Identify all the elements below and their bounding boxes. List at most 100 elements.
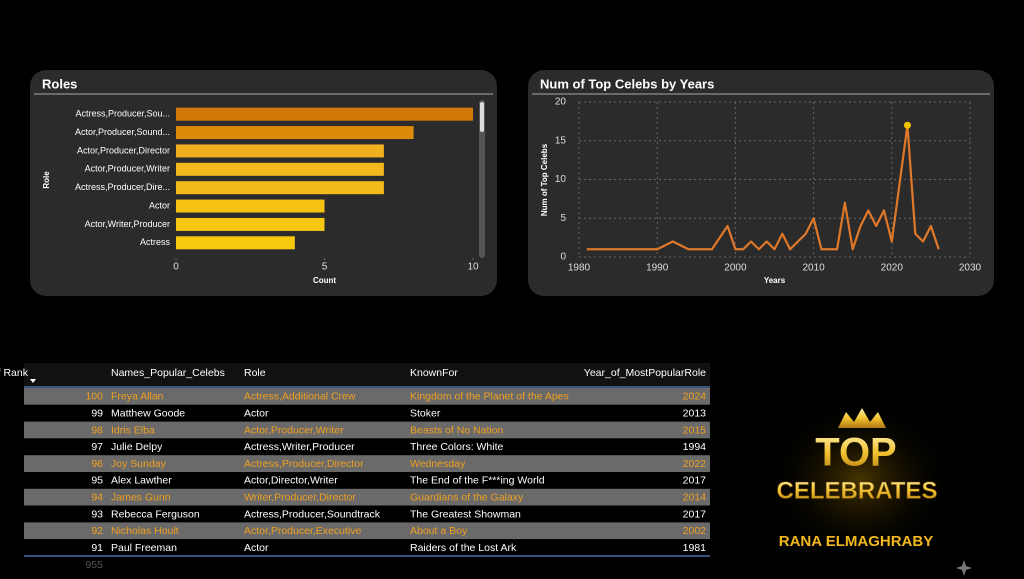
y-axis-title: Num of Top Celebs bbox=[540, 143, 549, 216]
y-tick-label: 20 bbox=[555, 97, 567, 108]
logo-author: RANA ELMAGHRABY bbox=[779, 533, 933, 550]
table-cell: 2017 bbox=[683, 508, 707, 520]
x-tick-label: 1990 bbox=[646, 263, 669, 274]
bar bbox=[176, 144, 384, 158]
y-tick-label: Actor,Producer,Writer bbox=[85, 164, 170, 174]
table-row bbox=[24, 455, 710, 472]
table-cell: 100 bbox=[85, 391, 103, 403]
table-cell: 93 bbox=[91, 508, 103, 520]
table-cell: 94 bbox=[91, 491, 103, 503]
x-axis-title: Years bbox=[764, 276, 786, 285]
table-cell: Beasts of No Nation bbox=[410, 424, 504, 436]
table-cell: Paul Freeman bbox=[111, 542, 177, 554]
table-cell: Actor,Producer,Writer bbox=[244, 424, 344, 436]
table-cell: Julie Delpy bbox=[111, 441, 163, 453]
bar bbox=[176, 181, 384, 195]
table-cell: Joy Sunday bbox=[111, 458, 167, 470]
y-tick-label: Actor bbox=[149, 200, 170, 210]
scrollbar[interactable] bbox=[479, 100, 485, 258]
table-cell: Kingdom of the Planet of the Apes bbox=[410, 391, 569, 403]
y-tick-label: Actress,Producer,Sou... bbox=[75, 109, 170, 119]
table-cell: Rebecca Ferguson bbox=[111, 508, 200, 520]
table-cell: Nicholas Hoult bbox=[111, 525, 179, 537]
table-cell: Actress,Producer,Soundtrack bbox=[244, 508, 381, 520]
x-tick-label: 2010 bbox=[802, 263, 825, 274]
table-cell: 2002 bbox=[683, 525, 707, 537]
table-cell: 99 bbox=[91, 407, 103, 419]
sparkle bbox=[956, 560, 972, 576]
table-cell: Freya Allan bbox=[111, 391, 164, 403]
x-tick-label: 2000 bbox=[724, 263, 747, 274]
highlight-point bbox=[903, 121, 911, 129]
scrollbar-thumb[interactable] bbox=[480, 102, 484, 132]
table-cell: 95 bbox=[91, 475, 103, 487]
table-row bbox=[24, 404, 710, 422]
table-cell: Actress,Additional Crew bbox=[244, 391, 356, 403]
column-header: Year_of_MostPopularRole bbox=[584, 367, 706, 379]
y-tick-label: Actress bbox=[140, 237, 171, 247]
table-cell: 2013 bbox=[683, 407, 707, 419]
table-cell: Actor,Producer,Executive bbox=[244, 525, 361, 537]
table-cell: Matthew Goode bbox=[111, 407, 185, 419]
table-cell: 97 bbox=[91, 441, 103, 453]
table-cell: James Gunn bbox=[111, 491, 171, 503]
line-series bbox=[586, 124, 940, 251]
table-cell: 96 bbox=[91, 458, 103, 470]
table-cell: About a Boy bbox=[410, 525, 468, 537]
sort-indicator bbox=[30, 379, 36, 383]
x-tick-label: 2030 bbox=[959, 263, 982, 274]
y-tick-label: Actor,Writer,Producer bbox=[85, 219, 170, 229]
years-panel bbox=[528, 70, 994, 296]
table-row bbox=[24, 505, 710, 523]
x-tick-label: 0 bbox=[173, 262, 179, 273]
crown bbox=[838, 408, 886, 428]
x-tick-label: 10 bbox=[467, 262, 479, 273]
table-cell: Actor bbox=[244, 407, 269, 419]
table-cell: The End of the F***ing World bbox=[410, 475, 545, 487]
y-tick-label: 10 bbox=[555, 174, 567, 185]
table-cell: Actor bbox=[244, 542, 269, 554]
column-header: KnownFor bbox=[410, 367, 458, 379]
table-total: 955 bbox=[85, 559, 103, 571]
table-row bbox=[24, 488, 710, 506]
bar bbox=[176, 126, 414, 140]
table-row bbox=[24, 438, 710, 456]
table-cell: 92 bbox=[91, 525, 103, 537]
table-cell: Raiders of the Lost Ark bbox=[410, 542, 517, 554]
table-row bbox=[24, 472, 710, 489]
bar bbox=[176, 162, 384, 176]
bar bbox=[176, 236, 295, 250]
table-cell: 2014 bbox=[683, 491, 707, 503]
table-row bbox=[24, 539, 710, 556]
table-row bbox=[24, 421, 710, 439]
table-cell: Idris Elba bbox=[111, 424, 155, 436]
table-row bbox=[24, 388, 710, 405]
table-cell: 1994 bbox=[683, 441, 707, 453]
x-tick-label: 5 bbox=[322, 262, 328, 273]
table-cell: Wednesday bbox=[410, 458, 466, 470]
table-cell: Three Colors: White bbox=[410, 441, 504, 453]
y-tick-label: Actress,Producer,Dire... bbox=[75, 182, 170, 192]
logo-celebrates: CELEBRATES bbox=[777, 477, 938, 504]
table-cell: Actress,Producer,Director bbox=[244, 458, 364, 470]
y-tick-label: 5 bbox=[560, 213, 566, 224]
table-cell: Guardians of the Galaxy bbox=[410, 491, 524, 503]
logo-glow bbox=[765, 400, 955, 560]
y-tick-label: 0 bbox=[560, 252, 566, 263]
bar bbox=[176, 199, 325, 213]
table-cell: 91 bbox=[91, 542, 103, 554]
table-cell: Writer,Producer,Director bbox=[244, 491, 356, 503]
table-cell: 2017 bbox=[683, 475, 707, 487]
table-cell: Actress,Writer,Producer bbox=[244, 441, 355, 453]
chart-title: Roles bbox=[42, 76, 77, 91]
y-tick-label: 15 bbox=[555, 135, 567, 146]
bar bbox=[176, 107, 473, 121]
x-tick-label: 2020 bbox=[881, 263, 904, 274]
table-cell: Actor,Director,Writer bbox=[244, 475, 338, 487]
table-cell: Alex Lawther bbox=[111, 475, 172, 487]
y-tick-label: Actor,Producer,Sound... bbox=[75, 127, 170, 137]
table-row bbox=[24, 522, 710, 540]
y-axis-title: Role bbox=[42, 171, 51, 189]
table-cell: 98 bbox=[91, 424, 103, 436]
